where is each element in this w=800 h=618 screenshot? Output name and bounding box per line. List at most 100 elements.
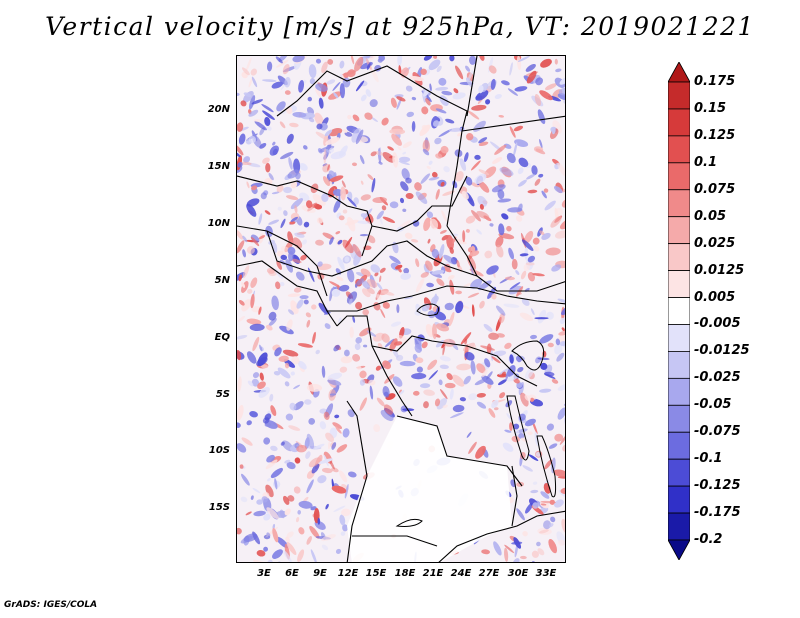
velocity-cell [290,300,299,314]
velocity-cell [435,339,445,348]
velocity-cell [372,196,387,204]
velocity-cell [345,236,353,248]
velocity-cell [434,398,441,407]
velocity-cell [355,278,364,286]
velocity-cell [423,56,433,61]
velocity-cell [306,479,314,494]
velocity-cell [382,385,390,398]
velocity-cell [367,174,374,181]
velocity-cell [286,461,296,470]
velocity-cell [478,180,490,193]
velocity-cell [431,248,440,259]
velocity-cell [333,505,346,512]
velocity-cell [376,282,383,290]
velocity-cell [452,404,465,413]
velocity-cell [554,433,564,442]
velocity-cell [469,250,480,257]
velocity-cell [285,195,299,201]
velocity-cell [445,118,455,124]
velocity-cell [237,404,244,421]
velocity-cell [466,431,472,438]
velocity-cell [559,341,565,347]
velocity-cell [551,126,556,135]
colorbar-label: 0.0125 [694,262,745,278]
colorbar-label: -0.2 [694,532,723,547]
velocity-cell [254,120,267,131]
velocity-cell [343,349,350,357]
velocity-cell [260,364,269,369]
velocity-cell [325,503,329,510]
velocity-cell [308,457,321,468]
velocity-cell [508,285,522,295]
colorbar-segment [668,431,690,460]
velocity-cell [522,465,533,472]
velocity-cell [402,151,407,155]
velocity-cell [339,470,348,483]
velocity-cell [266,532,271,537]
velocity-cell [347,197,357,207]
velocity-cell [459,158,467,171]
velocity-cell [403,267,410,274]
velocity-cell [315,131,329,141]
velocity-cell [274,347,282,357]
velocity-cell [325,432,335,443]
velocity-cell [318,97,324,109]
colorbar-label: -0.005 [694,316,741,332]
velocity-cell [524,245,528,260]
velocity-cell [237,151,241,158]
velocity-cell [310,549,317,562]
velocity-cell [562,444,565,452]
velocity-cell [237,527,242,535]
velocity-cell [365,89,372,97]
velocity-cell [243,92,252,97]
velocity-cell [440,181,445,187]
velocity-cell [287,169,300,179]
velocity-cell [460,332,472,345]
velocity-cell [272,528,279,543]
velocity-cell [256,499,263,505]
velocity-cell [423,217,431,232]
velocity-cell [449,412,464,419]
velocity-cell [428,59,441,71]
velocity-cell [518,179,527,187]
velocity-cell [426,282,434,288]
colorbar-label: 0.15 [694,100,727,116]
velocity-cell [534,178,541,186]
velocity-cell [335,426,342,434]
velocity-cell [245,57,252,73]
velocity-cell [396,97,402,110]
velocity-cell [464,351,475,361]
velocity-cell [334,414,340,419]
velocity-cell [411,96,417,101]
velocity-cell [314,520,326,530]
colorbar-label: -0.025 [694,370,741,386]
velocity-cell [457,132,462,137]
velocity-cell [382,216,396,223]
velocity-cell [506,225,512,232]
velocity-cell [293,384,301,390]
velocity-cell [499,313,505,324]
velocity-cell [498,223,505,236]
velocity-cell [268,219,280,225]
velocity-cell [246,203,257,217]
velocity-cell [554,58,558,65]
velocity-cell [402,141,412,149]
velocity-cell [446,234,454,250]
velocity-cell [289,122,299,128]
velocity-cell [539,334,554,344]
velocity-cell [237,422,241,428]
velocity-cell [442,190,455,196]
velocity-cell [435,153,443,159]
velocity-cell [476,229,482,235]
colorbar-segment [668,243,690,271]
velocity-cell [524,418,536,427]
velocity-cell [266,61,273,72]
velocity-cell [547,342,554,348]
velocity-cell [336,276,344,281]
velocity-cell [305,200,313,209]
velocity-cell [237,240,245,254]
velocity-cell [398,65,402,75]
velocity-cell [267,559,273,562]
velocity-cell [308,418,316,425]
velocity-cell [316,217,324,224]
